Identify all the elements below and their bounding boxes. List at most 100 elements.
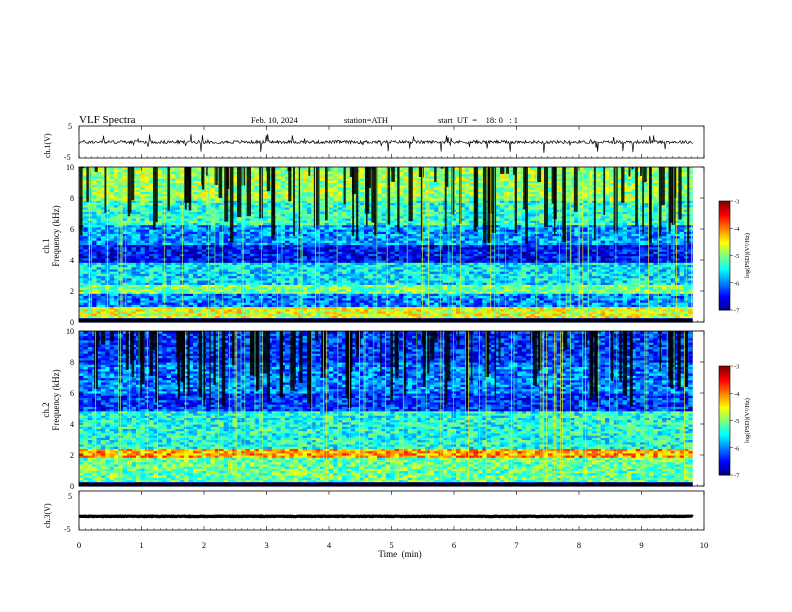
spectrogram-cell [114, 240, 120, 243]
spectrogram-cell [166, 308, 172, 312]
spectrogram-cell [241, 291, 247, 294]
spectrogram-cell [249, 253, 255, 257]
spectrogram-cell [236, 255, 242, 259]
spectrogram-cell [175, 226, 181, 230]
spectrogram-cell [114, 167, 120, 170]
spectrogram-cell [131, 253, 137, 257]
spectrogram-cell [166, 295, 172, 299]
spectrogram-cell [149, 282, 155, 285]
spectrogram-cell [162, 175, 168, 179]
spectrogram-cell [228, 244, 234, 248]
spectrogram-cell [254, 246, 260, 250]
spectrogram-cell [219, 246, 225, 250]
spectrogram-cell [249, 304, 255, 308]
spectrogram-cell [83, 237, 89, 241]
spectrogram-cell [92, 217, 98, 221]
spectrogram-cell [192, 237, 198, 241]
spectrogram-cell [263, 233, 269, 237]
spectrogram-cell [135, 277, 141, 281]
spectrogram-cell [87, 231, 93, 235]
spectrogram-cell [114, 264, 120, 268]
spectrogram-cell [135, 251, 141, 254]
spectrogram-cell [96, 184, 102, 188]
spectrogram-cell [144, 224, 150, 228]
spectrogram-cell [92, 195, 98, 199]
spectrogram-cell [171, 173, 177, 177]
spectrogram-cell [92, 242, 98, 246]
spectrogram-cell [166, 235, 172, 239]
spectrogram-cell [263, 231, 269, 235]
spectrogram-cell [228, 284, 234, 288]
spectrogram-cell [223, 233, 229, 237]
spectrogram-cell [131, 224, 137, 228]
spectrogram-cell [188, 255, 194, 259]
spectrogram-cell [140, 184, 146, 188]
spectrogram-cell [245, 262, 251, 266]
spectrogram-cell [144, 293, 150, 297]
spectrogram-cell [92, 231, 98, 235]
spectrogram-cell [184, 257, 190, 261]
spectrogram-cell [197, 240, 203, 243]
spectrogram-cell [232, 231, 238, 235]
spectrogram-cell [171, 244, 177, 248]
spectrogram-cell [149, 180, 155, 184]
spectrogram-cell [96, 286, 102, 290]
spectrogram-cell [166, 242, 172, 246]
spectrogram-cell [92, 299, 98, 303]
spectrogram-cell [228, 255, 234, 259]
spectrogram-cell [192, 248, 198, 252]
spectrogram-cell [87, 167, 93, 170]
spectrogram-cell [214, 240, 220, 243]
spectrogram-cell [166, 306, 172, 310]
spectrogram-cell [188, 217, 194, 221]
spectrogram-cell [197, 231, 203, 235]
spectrogram-cell [127, 275, 133, 279]
spectrogram-cell [100, 255, 106, 259]
spectrogram-cell [197, 299, 203, 303]
spectrogram-cell [162, 231, 168, 235]
spectrogram-cell [254, 235, 260, 239]
spectrogram-cell [127, 304, 133, 308]
spectrogram-cell [214, 220, 220, 223]
spectrogram-cell [162, 302, 168, 305]
spectrogram-cell [184, 246, 190, 250]
spectrogram-cell [127, 237, 133, 241]
spectrogram-cell [140, 315, 146, 319]
spectrogram-cell [87, 248, 93, 252]
spectrogram-cell [228, 266, 234, 270]
spectrogram-cell [153, 313, 159, 316]
spectrogram-cell [171, 308, 177, 312]
spectrogram-cell [144, 295, 150, 299]
spectrogram-cell [232, 209, 238, 212]
spectrogram-cell [96, 215, 102, 219]
spectrogram-cell [236, 282, 242, 285]
spectrogram-cell [197, 180, 203, 184]
spectrogram-cell [127, 273, 133, 277]
spectrogram-cell [87, 286, 93, 290]
spectrogram-cell [87, 237, 93, 241]
spectrogram-cell [214, 244, 220, 248]
spectrogram-cell [144, 171, 150, 175]
spectrogram-cell [263, 213, 269, 217]
spectrogram-cell [92, 229, 98, 232]
spectrogram-cell [228, 273, 234, 277]
spectrogram-cell [249, 273, 255, 277]
spectrogram-cell [135, 173, 141, 177]
spectrogram-cell [236, 257, 242, 261]
spectrogram-cell [87, 273, 93, 277]
spectrogram-cell [249, 302, 255, 305]
spectrogram-cell [83, 231, 89, 235]
spectrogram-cell [214, 315, 220, 319]
spectrogram-cell [140, 213, 146, 217]
spectrogram-cell [254, 178, 260, 181]
spectrogram-cell [192, 184, 198, 188]
spectrogram-cell [263, 286, 269, 290]
spectrogram-cell [131, 226, 137, 230]
spectrogram-cell [153, 306, 159, 310]
spectrogram-cell [87, 213, 93, 217]
spectrogram-cell [241, 264, 247, 268]
spectrogram-cell [175, 206, 181, 210]
spectrogram-cell [228, 304, 234, 308]
spectrogram-cell [245, 226, 251, 230]
spectrogram-cell [241, 209, 247, 212]
